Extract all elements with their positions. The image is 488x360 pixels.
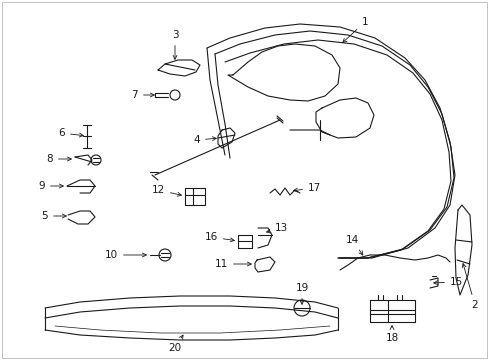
Text: 17: 17 xyxy=(293,183,321,193)
Text: 12: 12 xyxy=(151,185,181,196)
Text: 4: 4 xyxy=(193,135,216,145)
Text: 6: 6 xyxy=(58,128,83,138)
Text: 13: 13 xyxy=(266,223,287,233)
Text: 10: 10 xyxy=(104,250,146,260)
Text: 18: 18 xyxy=(385,326,398,343)
Text: 9: 9 xyxy=(38,181,63,191)
Text: 15: 15 xyxy=(433,277,462,287)
Text: 1: 1 xyxy=(342,17,367,42)
Text: 8: 8 xyxy=(46,154,71,164)
Text: 3: 3 xyxy=(171,30,178,59)
Text: 14: 14 xyxy=(345,235,362,255)
Text: 2: 2 xyxy=(461,264,477,310)
Text: 16: 16 xyxy=(204,232,234,242)
Text: 20: 20 xyxy=(168,335,183,353)
Text: 11: 11 xyxy=(214,259,251,269)
Text: 7: 7 xyxy=(131,90,154,100)
Text: 5: 5 xyxy=(41,211,66,221)
Text: 19: 19 xyxy=(295,283,308,304)
